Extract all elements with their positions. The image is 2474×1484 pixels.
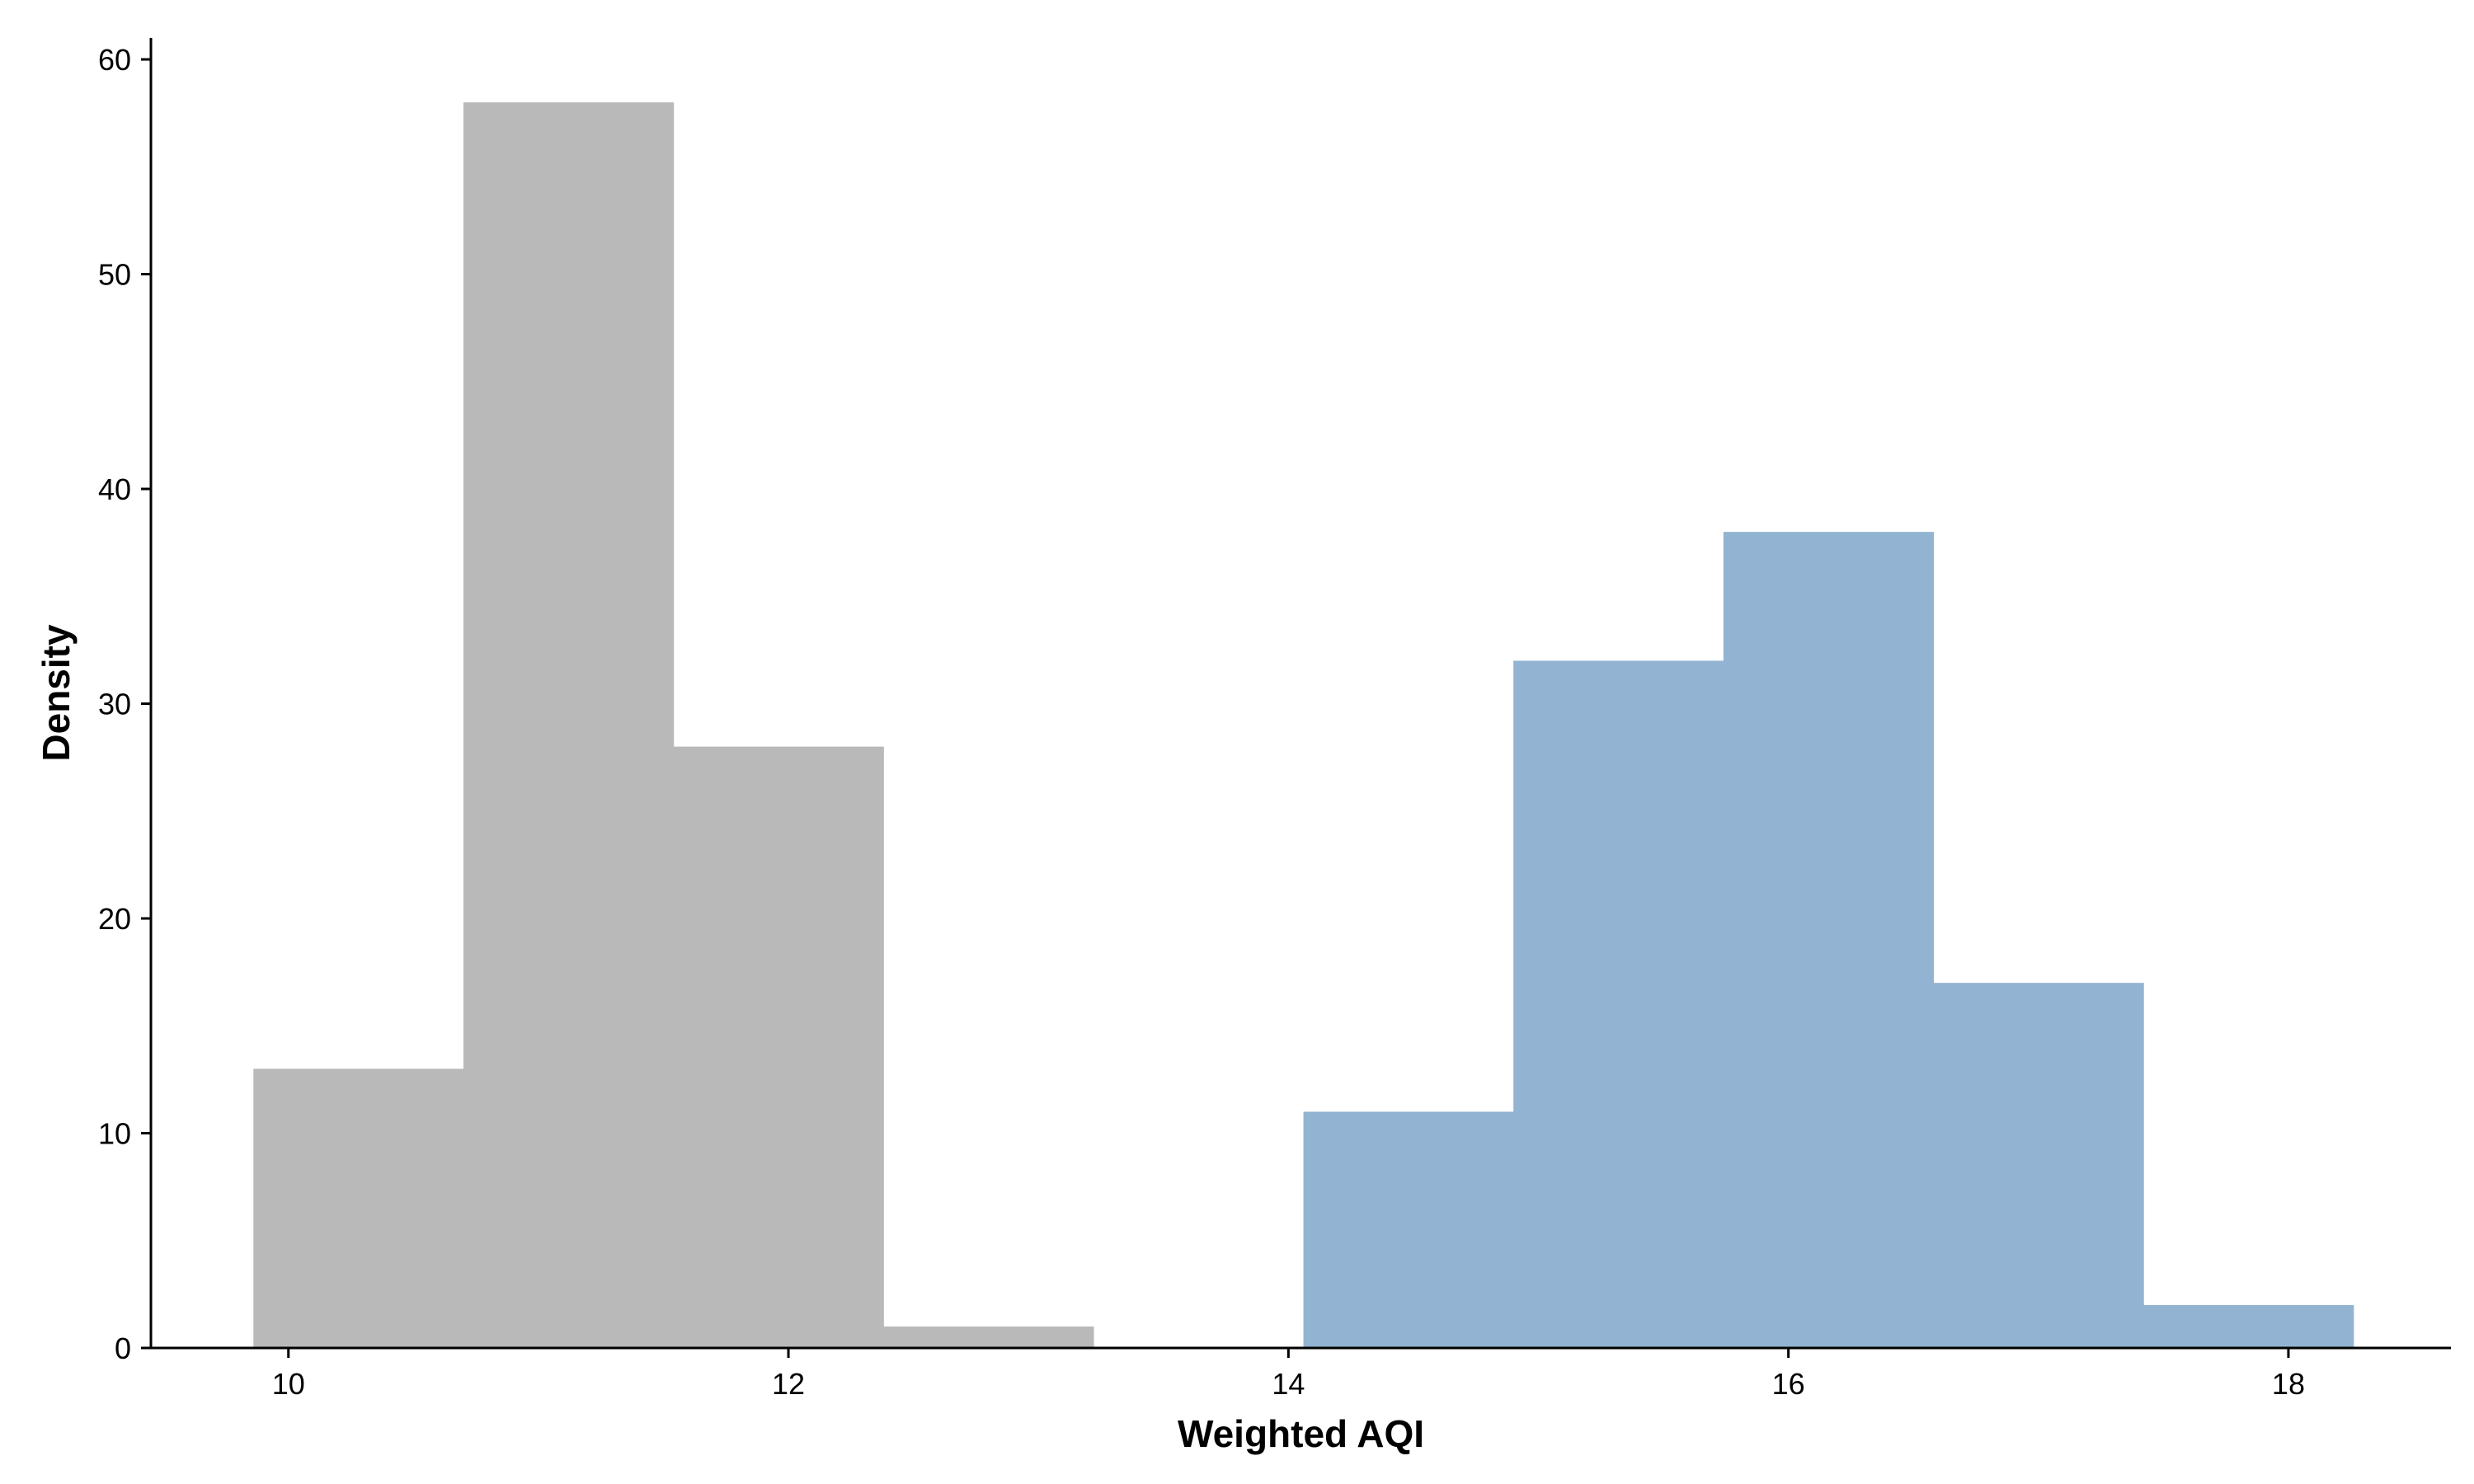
y-tick-label: 30 [98,688,131,721]
y-tick-label: 20 [98,902,131,936]
histogram-bar-s1-b2 [1723,532,1935,1348]
y-tick-label: 60 [98,43,131,77]
x-tick-label: 10 [272,1367,305,1401]
x-tick-label: 12 [772,1367,805,1401]
histogram-bar-s1-b3 [1933,983,2144,1348]
histogram-bar-s0-b1 [463,102,675,1348]
y-tick-label: 50 [98,258,131,292]
histogram-bar-s1-b0 [1303,1111,1514,1348]
y-tick-label: 10 [98,1117,131,1151]
histogram-bar-s1-b4 [2143,1304,2354,1348]
x-tick-label: 14 [1272,1367,1305,1401]
histogram-bar-s0-b0 [253,1068,464,1348]
histogram-bar-s0-b2 [673,746,884,1348]
x-axis-title: Weighted AQI [1178,1412,1424,1455]
histogram-bar-s0-b3 [883,1326,1094,1348]
x-tick-label: 16 [1772,1367,1805,1401]
x-axis-ticks: 10 12 14 16 18 [272,1348,2305,1401]
histogram-bar-s1-b1 [1513,660,1724,1348]
y-tick-label: 40 [98,472,131,506]
x-tick-label: 18 [2272,1367,2305,1401]
histogram-bars [253,102,2354,1348]
y-tick-label: 0 [115,1331,131,1365]
y-axis-ticks: 0 10 20 30 40 50 60 [98,43,151,1365]
y-axis-title: Density [35,624,78,762]
